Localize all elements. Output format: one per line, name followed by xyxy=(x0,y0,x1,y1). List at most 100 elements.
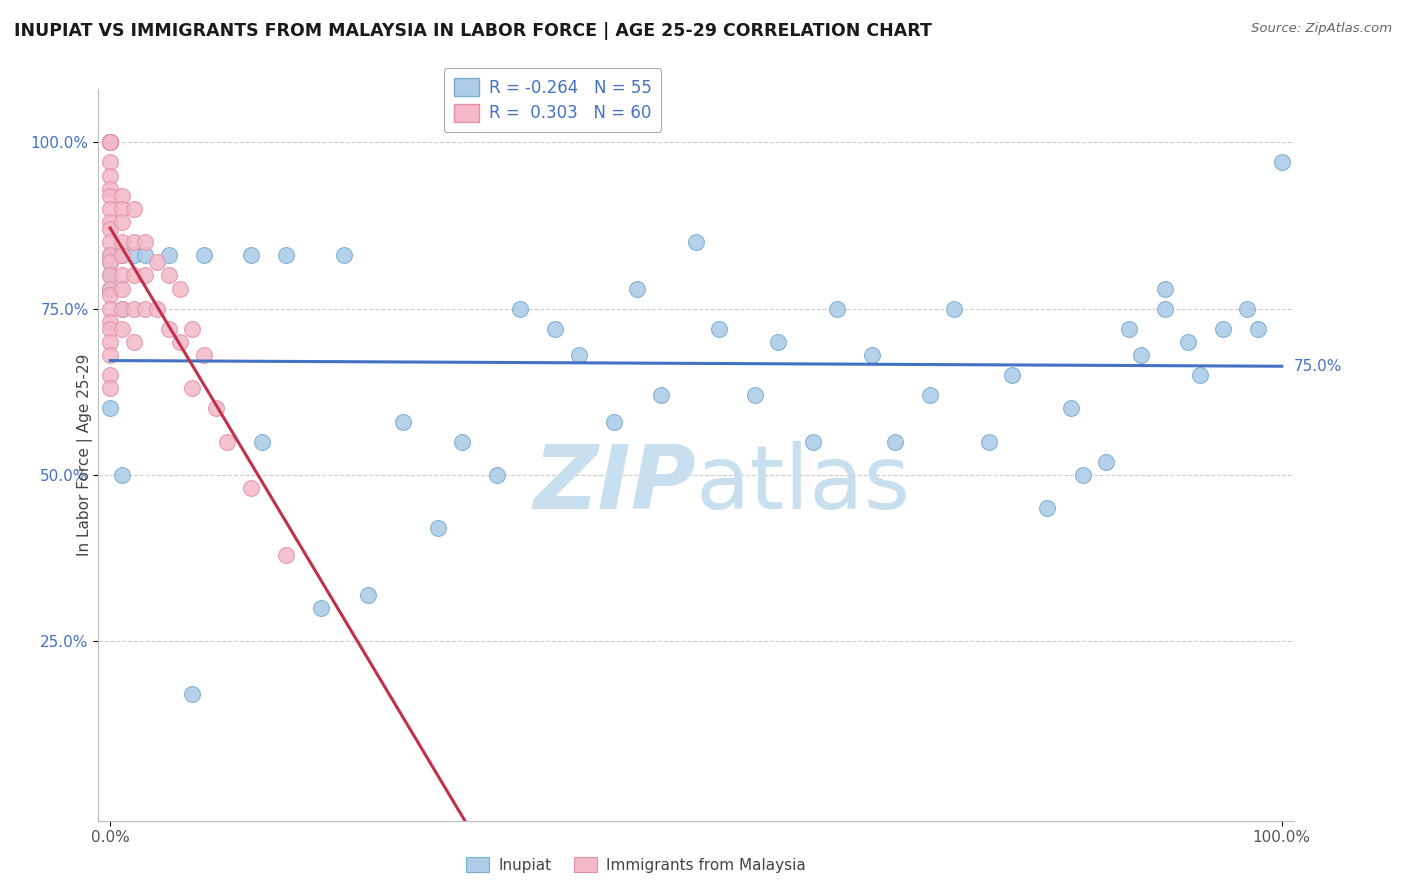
Point xyxy=(357,588,380,602)
Point xyxy=(169,334,191,349)
Point xyxy=(1188,368,1211,383)
Point xyxy=(98,321,121,335)
Point xyxy=(111,301,134,316)
Point xyxy=(111,248,134,262)
Point xyxy=(98,248,121,262)
Point xyxy=(333,248,356,262)
Point xyxy=(169,282,191,296)
Point xyxy=(98,268,121,283)
Point xyxy=(111,321,134,335)
Point xyxy=(98,282,121,296)
Point xyxy=(134,248,156,262)
Point xyxy=(1177,334,1199,349)
Point xyxy=(977,434,1000,449)
Point xyxy=(134,268,156,283)
Point xyxy=(1247,321,1270,335)
Text: INUPIAT VS IMMIGRANTS FROM MALAYSIA IN LABOR FORCE | AGE 25-29 CORRELATION CHART: INUPIAT VS IMMIGRANTS FROM MALAYSIA IN L… xyxy=(14,22,932,40)
Point xyxy=(98,268,121,283)
Point xyxy=(98,182,121,196)
Point xyxy=(98,188,121,202)
Point xyxy=(134,235,156,249)
Point xyxy=(98,334,121,349)
Point xyxy=(146,255,169,269)
Point xyxy=(122,202,145,216)
Point xyxy=(98,282,121,296)
Point xyxy=(98,136,121,150)
Point xyxy=(450,434,472,449)
Point xyxy=(98,215,121,229)
Point xyxy=(274,548,297,562)
Point xyxy=(1236,301,1258,316)
Point xyxy=(98,136,121,150)
Point xyxy=(603,415,626,429)
Point xyxy=(157,248,180,262)
Point xyxy=(274,248,297,262)
Point xyxy=(309,600,332,615)
Point xyxy=(1071,467,1094,482)
Point xyxy=(181,321,204,335)
Point xyxy=(204,401,226,416)
Point xyxy=(111,235,134,249)
Point xyxy=(111,188,134,202)
Point xyxy=(134,301,156,316)
Point xyxy=(1001,368,1024,383)
Point xyxy=(98,136,121,150)
Point xyxy=(1271,155,1294,169)
Point xyxy=(427,521,450,535)
Point xyxy=(111,215,134,229)
Point xyxy=(193,248,215,262)
Point xyxy=(98,381,121,395)
Point xyxy=(217,434,239,449)
Point xyxy=(1060,401,1083,416)
Point xyxy=(1095,454,1118,468)
Point xyxy=(98,255,121,269)
Point xyxy=(884,434,907,449)
Point xyxy=(111,248,134,262)
Point xyxy=(111,301,134,316)
Point xyxy=(98,248,121,262)
Point xyxy=(1036,501,1059,516)
Point xyxy=(98,255,121,269)
Point xyxy=(98,348,121,362)
Point xyxy=(98,136,121,150)
Point xyxy=(98,136,121,150)
Point xyxy=(509,301,531,316)
Point xyxy=(157,268,180,283)
Point xyxy=(685,235,707,249)
Point xyxy=(111,202,134,216)
Point xyxy=(146,301,169,316)
Point xyxy=(942,301,965,316)
Point xyxy=(1212,321,1234,335)
Point xyxy=(157,321,180,335)
Point xyxy=(111,268,134,283)
Point xyxy=(252,434,274,449)
Point xyxy=(709,321,731,335)
Point xyxy=(98,202,121,216)
Point xyxy=(98,136,121,150)
Text: atlas: atlas xyxy=(696,441,911,528)
Point xyxy=(1130,348,1153,362)
Point xyxy=(122,248,145,262)
Point xyxy=(626,282,648,296)
Point xyxy=(122,268,145,283)
Point xyxy=(392,415,415,429)
Point xyxy=(122,301,145,316)
Point xyxy=(181,687,204,701)
Point xyxy=(98,155,121,169)
Point xyxy=(1118,321,1140,335)
Point xyxy=(98,136,121,150)
Point xyxy=(98,136,121,150)
Point xyxy=(860,348,883,362)
Point xyxy=(1153,282,1175,296)
Point xyxy=(98,315,121,329)
Legend: Inupiat, Immigrants from Malaysia: Inupiat, Immigrants from Malaysia xyxy=(460,851,813,879)
Y-axis label: In Labor Force | Age 25-29: In Labor Force | Age 25-29 xyxy=(76,354,93,556)
Point xyxy=(111,467,134,482)
Point xyxy=(239,481,262,495)
Point xyxy=(766,334,789,349)
Point xyxy=(825,301,848,316)
Point xyxy=(98,235,121,249)
Text: Source: ZipAtlas.com: Source: ZipAtlas.com xyxy=(1251,22,1392,36)
Point xyxy=(98,136,121,150)
Point xyxy=(239,248,262,262)
